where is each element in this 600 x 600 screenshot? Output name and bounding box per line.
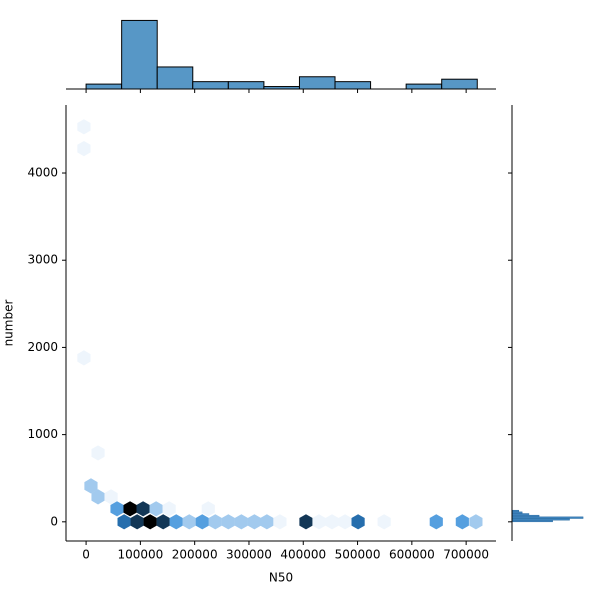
x-tick-label: 100000	[117, 548, 163, 562]
hex-cell	[260, 514, 274, 530]
x-tick-label: 500000	[335, 548, 381, 562]
histogram-bar	[441, 78, 478, 90]
hex-cell	[149, 501, 163, 517]
hex-cell	[221, 514, 235, 530]
histogram-bar	[85, 83, 123, 90]
histogram-bar	[298, 76, 336, 90]
x-tick-label: 0	[82, 548, 90, 562]
hex-cell	[182, 514, 196, 530]
histogram-bar	[334, 81, 372, 90]
x-tick-label: 600000	[389, 548, 435, 562]
hex-cell	[84, 478, 98, 494]
hex-cell	[351, 514, 365, 530]
hex-cell	[455, 514, 469, 530]
histogram-bar	[156, 66, 194, 90]
hex-cell	[469, 514, 483, 530]
hex-cell	[77, 119, 91, 135]
histogram-bar	[121, 19, 158, 90]
histogram-bar	[405, 83, 443, 90]
x-tick-label: 300000	[226, 548, 272, 562]
hex-cell	[143, 514, 157, 530]
hex-cell	[195, 514, 209, 530]
x-tick-label: 400000	[280, 548, 326, 562]
hex-cell	[169, 514, 183, 530]
hex-cell	[156, 514, 170, 530]
y-tick-label: 2000	[27, 340, 58, 354]
x-axis-label: N50	[269, 571, 293, 585]
hex-cell	[299, 514, 313, 530]
hex-cell	[201, 501, 215, 517]
hex-cell	[104, 489, 118, 505]
hex-cell	[325, 514, 339, 530]
x-tick-label: 200000	[172, 548, 218, 562]
x-tick-label: 700000	[443, 548, 489, 562]
hex-cell	[91, 445, 105, 461]
hex-cell	[429, 514, 443, 530]
y-tick-label: 1000	[27, 427, 58, 441]
hex-cell	[162, 501, 176, 517]
hex-cell	[117, 514, 131, 530]
hex-cell	[77, 141, 91, 157]
y-axis-label: number	[2, 300, 16, 347]
hex-cell	[312, 514, 326, 530]
hex-cell	[234, 514, 248, 530]
hex-cell	[377, 514, 391, 530]
histogram-bar	[511, 509, 520, 513]
histogram-bar	[227, 81, 265, 90]
hex-cell	[136, 501, 150, 517]
hex-cell	[110, 501, 124, 517]
histogram-bar	[192, 81, 229, 90]
y-tick-label: 4000	[27, 166, 58, 180]
y-tick-label: 0	[50, 514, 58, 528]
hex-cell	[77, 350, 91, 366]
hex-cell	[91, 489, 105, 505]
hex-cell	[273, 514, 287, 530]
hex-cell	[123, 501, 137, 517]
hex-cell	[208, 514, 222, 530]
hex-cell	[338, 514, 352, 530]
hex-cell	[247, 514, 261, 530]
y-tick-label: 3000	[27, 253, 58, 267]
hex-cell	[130, 514, 144, 530]
